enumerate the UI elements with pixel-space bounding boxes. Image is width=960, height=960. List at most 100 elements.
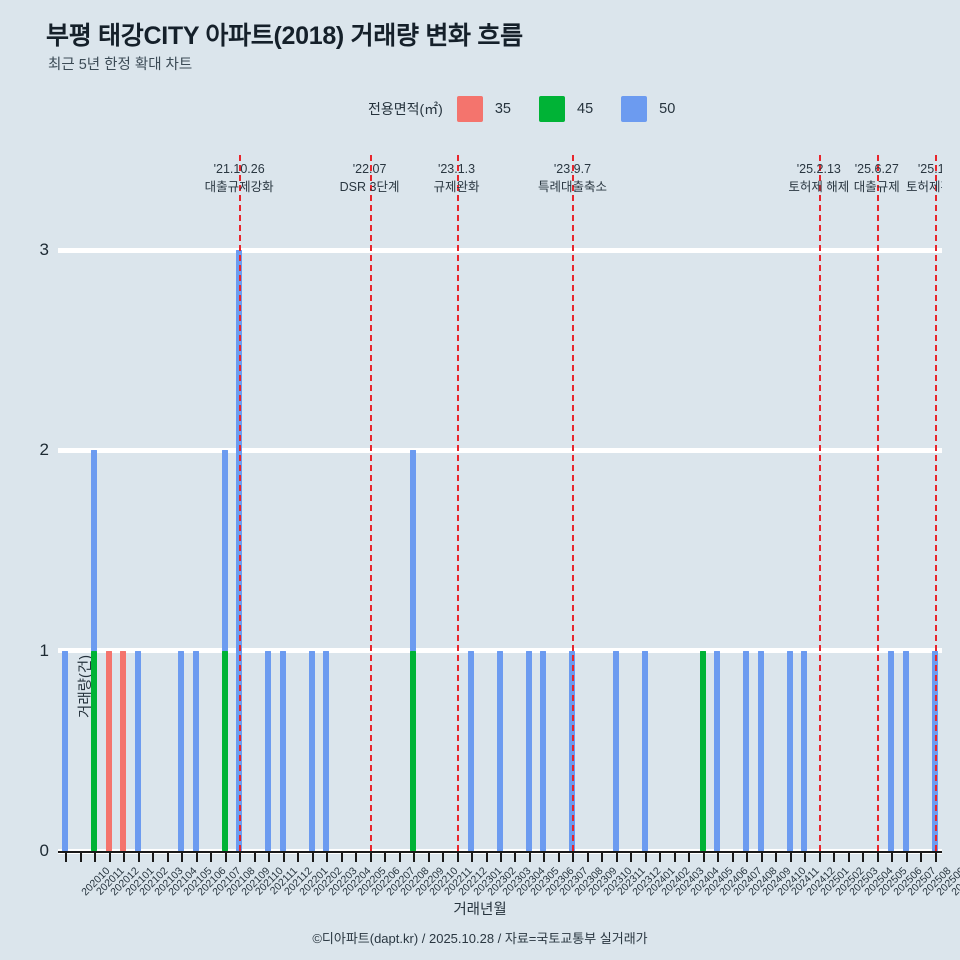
bar[interactable] [410,450,417,651]
x-tick [717,853,720,862]
bar[interactable] [757,650,764,851]
event-text: DSR 3단계 [339,180,400,195]
bar[interactable] [902,650,909,851]
x-tick [79,853,82,862]
bar[interactable] [714,650,721,851]
bar[interactable] [91,450,98,651]
legend-item-35[interactable]: 35 [456,96,533,122]
bar[interactable] [105,650,112,851]
x-tick [340,853,343,862]
x-tick [427,853,430,862]
event-date: '23.9.7 [553,162,592,176]
bar[interactable] [888,650,895,851]
plot-area: 거래량(건) 0 1 2 3'21.10.26 대출규제강화 '22.07 DSR 3단계 '… [40,155,960,860]
x-tick [702,853,705,862]
x-tick [847,853,850,862]
event-text: 대출규제강화 [204,180,274,195]
event-label-1: '21.10.26 대출규제강화 [205,160,274,196]
bar[interactable] [120,650,127,851]
legend-label-50: 50 [659,101,676,117]
bar[interactable] [265,650,272,851]
bar[interactable] [786,650,793,851]
x-tick [804,853,807,862]
bar[interactable] [178,650,185,851]
x-tick [500,853,502,862]
x-tick [224,853,227,862]
bar[interactable] [410,650,417,851]
bar[interactable] [134,650,141,851]
legend-title: 전용면적(㎡) [368,101,443,117]
x-tick [268,853,271,862]
page-subtitle: 최근 5년 한정 확대 차트 [48,57,193,73]
x-tick [905,853,908,862]
x-tick [152,853,155,862]
bar[interactable] [62,650,69,851]
bar[interactable] [540,650,547,851]
event-line-6 [876,155,879,851]
event-text: 특례대출축소 [537,180,607,195]
x-tick [862,853,865,862]
x-tick [528,853,531,862]
x-tick [108,853,111,862]
event-label-2: '22.07 DSR 3단계 [340,160,400,196]
bar[interactable] [279,650,286,851]
bar[interactable] [525,650,532,851]
x-axis-title: 거래년월 [453,902,507,918]
bar[interactable] [699,650,706,851]
bar[interactable] [323,650,330,851]
bar[interactable] [497,650,503,851]
legend-item-45[interactable]: 45 [539,96,615,122]
x-tick [384,853,387,862]
event-line-3 [456,155,459,851]
bar[interactable] [468,650,475,851]
x-tick [731,853,734,862]
event-text: 규제완화 [433,180,480,195]
event-date: '23.1.3 [437,162,476,176]
y-tick-label-1: 1 [39,640,49,660]
x-tick [326,853,329,862]
legend-swatch-45 [539,96,565,122]
x-tick [615,853,618,862]
x-tick [876,853,879,862]
x-tick [195,853,198,862]
x-tick [833,853,836,862]
event-line-7 [934,155,937,851]
legend-item-50[interactable]: 50 [621,96,697,122]
bar[interactable] [801,650,808,851]
edge-clip-mask [942,150,960,210]
bar[interactable] [221,450,228,651]
bar[interactable] [221,650,228,851]
x-tick [413,853,416,862]
bar[interactable] [641,650,648,851]
event-label-5: '25.2.13 토허제 해제 [788,160,849,196]
chart-legend: 전용면적(㎡) 35 45 50 [368,96,703,122]
bar[interactable] [192,650,199,851]
event-text: 대출규제 [853,180,900,195]
x-tick [601,853,604,862]
x-tick [789,853,792,862]
footer-credit: ©디아파트(dapt.kr) / 2025.10.28 / 자료=국토교통부 실… [312,931,648,946]
x-tick [94,853,97,862]
gridline-y-3 [58,247,942,253]
y-tick-label-0: 0 [39,841,49,860]
page-title: 부평 태강CITY 아파트(2018) 거래량 변화 흐름 [46,22,523,50]
x-tick [137,853,140,862]
x-axis: 202010 202011 202012 202101 202102 202103 2021… [58,851,960,898]
bar[interactable] [91,650,98,851]
x-tick [673,853,676,862]
bar[interactable] [743,650,750,851]
legend-swatch-35 [456,96,483,122]
event-text: 토허제 해제 [788,180,850,195]
x-tick [65,853,68,862]
event-date: '21.10.26 [213,162,265,176]
bar[interactable] [308,650,315,851]
event-line-5 [818,155,821,851]
event-label-4: '23.9.7 특례대출축소 [538,160,607,196]
legend-swatch-50 [621,96,648,122]
y-tick-label-3: 3 [39,240,49,260]
bar[interactable] [612,650,619,851]
event-label-6: '25.6.27 대출규제 [854,160,900,196]
x-tick [239,853,242,862]
x-tick [775,853,778,862]
